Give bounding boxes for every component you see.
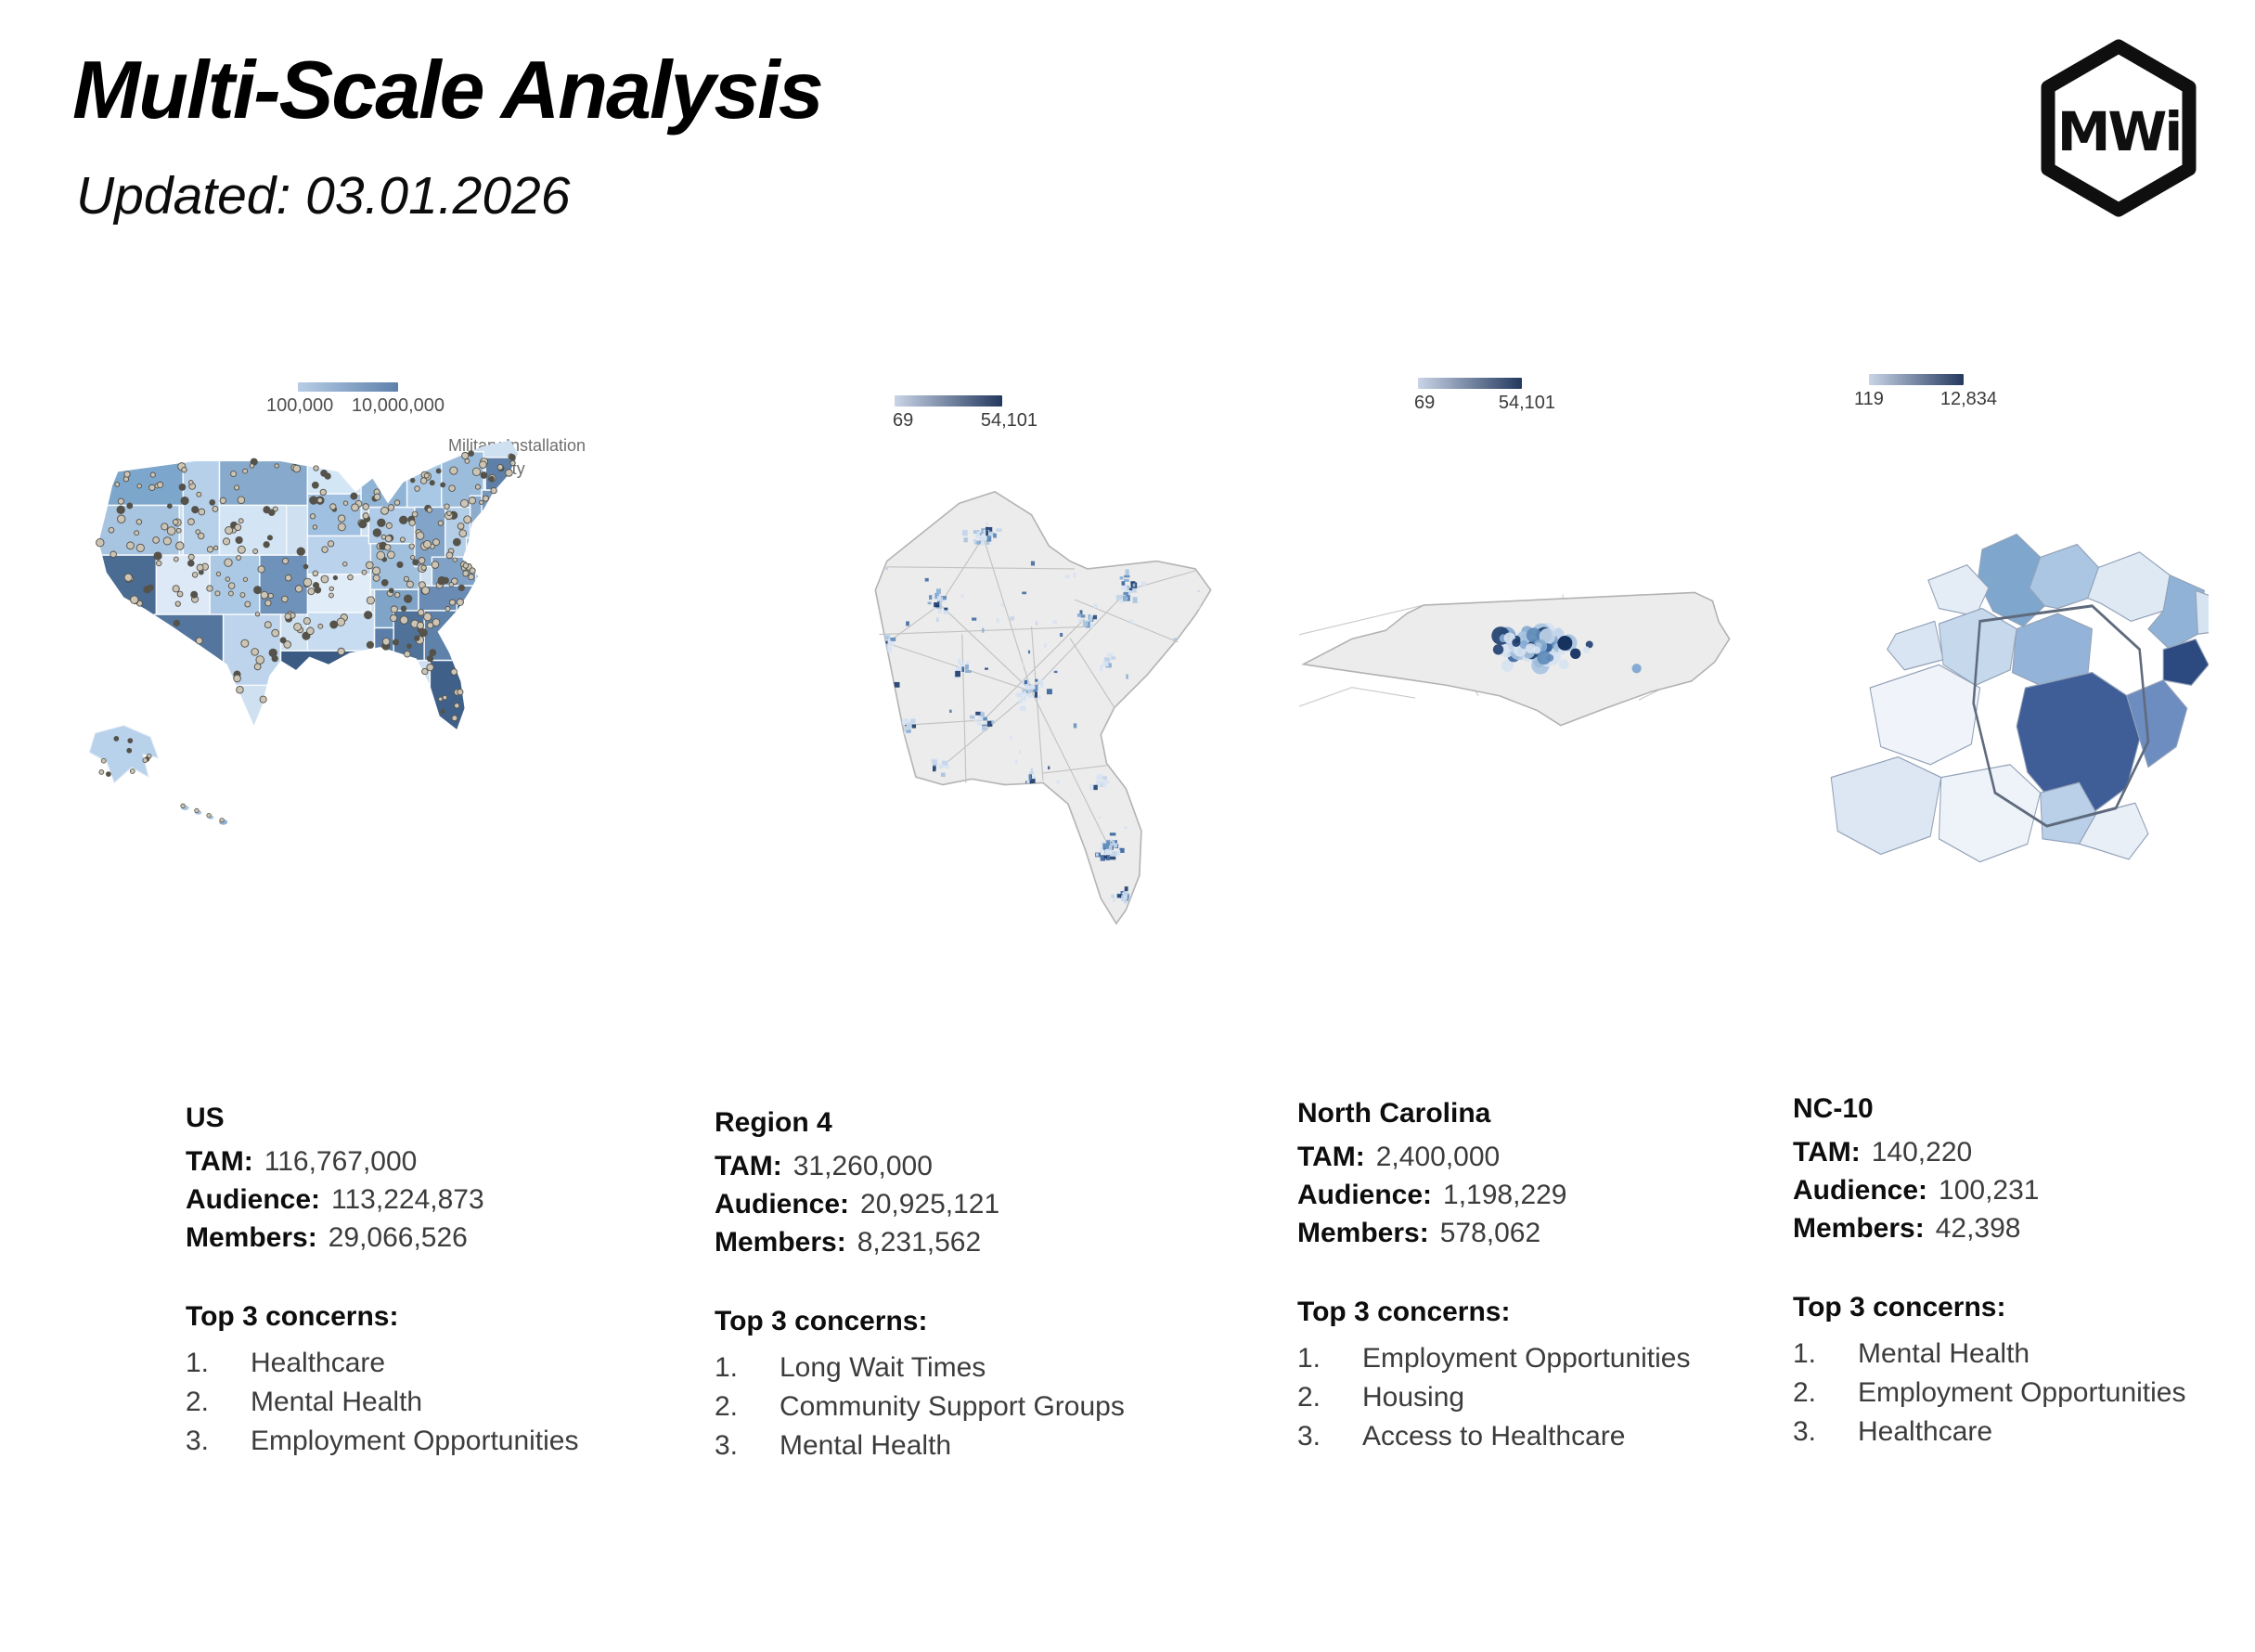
mwi-logo-text: MWi: [2057, 100, 2181, 163]
nc10-members-label: Members:: [1793, 1213, 1925, 1244]
mwi-logo-icon: MWi: [2041, 39, 2197, 217]
nc10-concern-item: 1. Mental Health: [1793, 1338, 2030, 1369]
nc-concern-item: 1. Employment Opportunities: [1297, 1343, 1691, 1374]
nc-audience-label: Audience:: [1297, 1180, 1433, 1210]
nc10-concerns-title: Top 3 concerns:: [1793, 1292, 2006, 1323]
nc10-map-panel: 119 12,834: [1810, 369, 2218, 926]
nc10-legend-min: 119: [1854, 389, 1884, 409]
region4-stats-block: Region 4 TAM: 31,260,000 Audience: 20,925,…: [715, 1107, 1243, 1465]
nc-concerns-title: Top 3 concerns:: [1297, 1297, 1511, 1327]
us-audience-line: Audience: 113,224,873: [186, 1181, 715, 1219]
nc10-legend-gradient-bar: [1869, 374, 1964, 385]
nc10-members-line: Members: 42,398: [1793, 1209, 2255, 1247]
nc-map-panel: 69 54,101: [1299, 369, 1782, 889]
nc-members-value: 578,062: [1439, 1218, 1541, 1248]
nc-state-map: [1299, 591, 1731, 727]
us-legend-min: 100,000: [266, 395, 334, 416]
region4-concern-item: 1. Long Wait Times: [715, 1352, 986, 1383]
region4-concern-item: 2. Community Support Groups: [715, 1391, 1125, 1422]
nc-members-line: Members: 578,062: [1297, 1214, 1826, 1252]
region4-map-panel: 69 54,101: [742, 369, 1262, 1010]
region4-members-label: Members:: [715, 1227, 846, 1258]
us-stats-block: US TAM: 116,767,000 Audience: 113,224,873 …: [186, 1103, 715, 1461]
us-members-label: Members:: [186, 1222, 317, 1253]
region4-legend-max: 54,101: [980, 410, 1037, 431]
nc-tam-label: TAM:: [1297, 1142, 1365, 1172]
us-tam-label: TAM:: [186, 1146, 253, 1177]
nc-stats-title: North Carolina: [1297, 1098, 1491, 1129]
nc-concern-item: 3. Access to Healthcare: [1297, 1421, 1626, 1452]
nc10-concern-item: 2. Employment Opportunities: [1793, 1377, 2186, 1408]
nc-concern-item: 2. Housing: [1297, 1382, 1465, 1413]
nc10-district-map: [1830, 533, 2209, 863]
nc-legend-max: 54,101: [1498, 393, 1555, 413]
region4-tam-line: TAM: 31,260,000: [715, 1147, 1243, 1185]
nc10-members-value: 42,398: [1935, 1213, 2021, 1244]
us-choropleth-map: [88, 440, 519, 825]
us-concerns-title: Top 3 concerns:: [186, 1301, 399, 1332]
region4-legend-gradient-bar: [895, 395, 1002, 407]
region4-members-line: Members: 8,231,562: [715, 1223, 1243, 1261]
nc-audience-value: 1,198,229: [1443, 1180, 1567, 1210]
us-legend-max: 10,000,000: [351, 395, 445, 416]
region4-audience-line: Audience: 20,925,121: [715, 1185, 1243, 1223]
us-audience-label: Audience:: [186, 1184, 321, 1215]
us-audience-value: 113,224,873: [331, 1184, 484, 1215]
nc-tam-value: 2,400,000: [1375, 1142, 1501, 1172]
nc10-tam-label: TAM:: [1793, 1137, 1861, 1168]
nc-legend-min: 69: [1414, 393, 1436, 413]
nc10-audience-value: 100,231: [1939, 1175, 2040, 1206]
nc10-stats-block: NC-10 TAM: 140,220 Audience: 100,231 Membe…: [1793, 1093, 2255, 1452]
nc-members-label: Members:: [1297, 1218, 1429, 1248]
nc-tam-line: TAM: 2,400,000: [1297, 1138, 1826, 1176]
nc10-audience-label: Audience:: [1793, 1175, 1928, 1206]
region4-legend: 69 54,101: [893, 395, 1037, 432]
nc10-stats-title: NC-10: [1793, 1093, 1874, 1124]
us-tam-line: TAM: 116,767,000: [186, 1142, 715, 1181]
region4-concern-item: 3. Mental Health: [715, 1430, 952, 1461]
region4-legend-min: 69: [893, 410, 914, 431]
region4-concerns-title: Top 3 concerns:: [715, 1306, 928, 1336]
nc10-tam-line: TAM: 140,220: [1793, 1133, 2255, 1171]
region4-audience-value: 20,925,121: [860, 1189, 1000, 1220]
region4-tam-value: 31,260,000: [792, 1151, 933, 1181]
us-concern-item: 1. Healthcare: [186, 1348, 386, 1378]
us-members-line: Members: 29,066,526: [186, 1219, 715, 1257]
region4-tam-label: TAM:: [715, 1151, 782, 1181]
region4-stats-title: Region 4: [715, 1107, 832, 1138]
us-legend: 100,000 10,000,000: [266, 382, 445, 417]
nc-legend-gradient-bar: [1418, 378, 1522, 389]
nc-audience-line: Audience: 1,198,229: [1297, 1176, 1826, 1214]
nc10-legend-max: 12,834: [1939, 389, 1997, 409]
us-concern-item: 2. Mental Health: [186, 1387, 423, 1417]
page-title: Multi-Scale Analysis: [72, 44, 824, 136]
us-members-value: 29,066,526: [328, 1222, 468, 1253]
region4-members-value: 8,231,562: [857, 1227, 982, 1258]
nc10-audience-line: Audience: 100,231: [1793, 1171, 2255, 1209]
nc10-concern-item: 3. Healthcare: [1793, 1416, 1993, 1447]
page-subtitle: Updated: 03.01.2026: [76, 166, 571, 226]
nc10-legend: 119 12,834: [1854, 374, 1997, 410]
us-legend-gradient-bar: [298, 382, 398, 392]
us-tam-value: 116,767,000: [264, 1146, 418, 1177]
nc-legend: 69 54,101: [1414, 378, 1555, 414]
mwi-logo: MWi: [2030, 33, 2207, 224]
us-stats-title: US: [186, 1103, 225, 1133]
region4-tract-map: [874, 490, 1212, 925]
nc-stats-block: North Carolina TAM: 2,400,000 Audience: 1,…: [1297, 1098, 1826, 1456]
us-map-panel: 100,000 10,000,000 Military Installation…: [51, 369, 668, 908]
us-concern-item: 3. Employment Opportunities: [186, 1426, 579, 1456]
region4-audience-label: Audience:: [715, 1189, 850, 1220]
nc10-tam-value: 140,220: [1871, 1137, 1973, 1168]
